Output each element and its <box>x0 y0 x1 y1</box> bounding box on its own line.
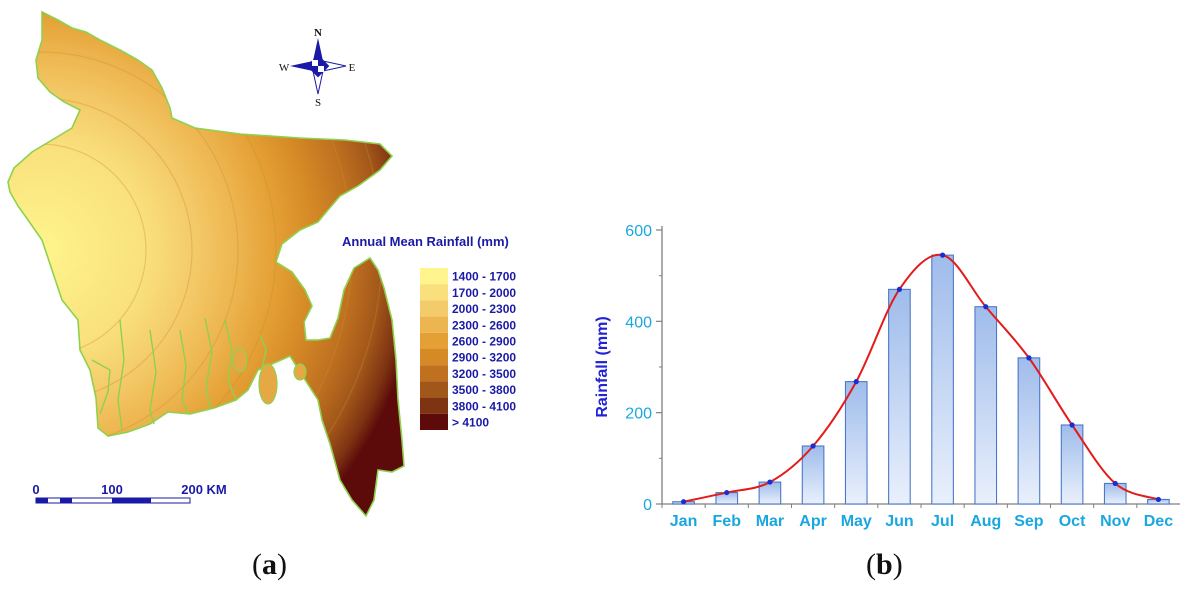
bar-sep <box>1017 357 1041 505</box>
data-point-apr <box>810 443 816 449</box>
y-tick-label: 600 <box>625 223 652 240</box>
land-fill <box>7 10 405 518</box>
legend-swatch <box>420 316 448 333</box>
bar-jul <box>931 254 954 505</box>
scale-bar-segment <box>112 498 151 503</box>
x-tick-label-jun: Jun <box>885 513 913 530</box>
compass-e-label: E <box>349 62 356 74</box>
compass-rose: N S E W <box>279 27 356 109</box>
compass-center-tile <box>312 60 318 66</box>
x-tick-label-aug: Aug <box>970 513 1001 530</box>
legend-label: 1400 - 1700 <box>452 270 516 284</box>
data-point-sep <box>1026 355 1032 361</box>
data-point-nov <box>1112 480 1118 487</box>
coastal-islands <box>232 347 307 405</box>
legend-swatch <box>420 381 448 398</box>
scale-bar-segment <box>60 498 72 503</box>
legend-swatch <box>420 300 448 317</box>
legend-title: Annual Mean Rainfall (mm) <box>342 234 509 249</box>
x-tick-label-nov: Nov <box>1100 513 1130 530</box>
panel-a-open: ( <box>252 548 262 581</box>
bar-jun <box>888 288 911 505</box>
legend-label: 2300 - 2600 <box>452 318 516 332</box>
rainfall-map: N S E W Annual Mean Rainfall (mm) 1400 -… <box>7 10 516 518</box>
x-tick-label-sep: Sep <box>1014 513 1044 530</box>
scale-bar-segment <box>36 498 48 503</box>
bar-may <box>844 381 868 505</box>
panel-a-letter: a <box>262 548 277 581</box>
panel-a-close: ) <box>277 548 287 581</box>
scale-label-100: 100 <box>101 482 123 497</box>
y-tick-label: 200 <box>625 406 652 423</box>
data-point-aug <box>983 304 989 310</box>
panel-b-letter: b <box>876 548 893 581</box>
legend-swatch <box>420 365 448 382</box>
legend-swatch <box>420 397 448 414</box>
compass-s-label: S <box>315 97 321 109</box>
compass-north-arrow <box>313 38 323 61</box>
legend-label: 3500 - 3800 <box>452 383 516 397</box>
legend-swatch <box>420 268 448 285</box>
data-point-mar <box>767 479 773 485</box>
legend-swatch <box>420 284 448 301</box>
panel-b-close: ) <box>892 548 903 581</box>
x-tick-label-apr: Apr <box>799 513 827 530</box>
bar-nov <box>1103 482 1127 505</box>
legend-swatch <box>420 413 448 430</box>
x-tick-label-feb: Feb <box>713 513 742 530</box>
data-point-jul <box>939 252 946 258</box>
x-tick-label-jul: Jul <box>931 513 954 530</box>
legend-label: 2000 - 2300 <box>452 302 516 316</box>
legend-rows: 1400 - 1700 1700 - 2000 2000 - 2300 2300 - … <box>420 268 516 430</box>
compass-center-tile <box>318 66 324 72</box>
legend-label: 3800 - 4100 <box>452 399 516 413</box>
y-tick-label: 0 <box>643 497 652 514</box>
chart-plot-area: 0 200 400 600 Rainfall (mm) Jan Feb Mar Apr May Ju… <box>594 223 1180 530</box>
legend-label: 1700 - 2000 <box>452 286 516 300</box>
legend-swatch <box>420 332 448 349</box>
scale-bar: 0 100 200 KM <box>32 482 227 504</box>
rainfall-curve <box>683 253 1159 503</box>
legend-label: 2600 - 2900 <box>452 335 516 349</box>
map-legend: Annual Mean Rainfall (mm) 1400 - 1700 170… <box>342 234 516 430</box>
x-tick-label-mar: Mar <box>756 513 784 530</box>
legend-label: > 4100 <box>452 416 489 430</box>
bangladesh-landmass <box>7 10 405 518</box>
y-tick-label: 400 <box>625 314 652 331</box>
legend-swatch <box>420 349 448 366</box>
rainfall-chart: 0 200 400 600 Rainfall (mm) Jan Feb Mar Apr May Ju… <box>594 223 1180 530</box>
x-tick-label-jan: Jan <box>670 513 698 530</box>
data-point-oct <box>1069 422 1075 428</box>
panel-b-open: ( <box>866 548 876 581</box>
compass-west-arrow <box>290 61 313 71</box>
compass-w-label: W <box>279 62 290 74</box>
legend-label: 2900 - 3200 <box>452 351 516 365</box>
data-point-may <box>853 379 859 385</box>
bar-aug <box>974 306 998 505</box>
data-point-jan <box>680 499 687 505</box>
y-axis-label: Rainfall (mm) <box>594 316 611 417</box>
data-point-dec <box>1155 496 1162 503</box>
x-tick-label-dec: Dec <box>1144 513 1173 530</box>
data-point-jun <box>896 286 903 292</box>
legend-label: 3200 - 3500 <box>452 367 516 381</box>
x-tick-label-may: May <box>841 513 872 530</box>
data-point-feb <box>724 489 730 496</box>
scale-label-0: 0 <box>32 482 39 497</box>
x-tick-label-oct: Oct <box>1059 513 1086 530</box>
compass-n-label: N <box>314 27 322 39</box>
panel-label-b: (b) <box>866 548 903 582</box>
scale-label-200: 200 KM <box>181 482 227 497</box>
panel-label-a: (a) <box>252 548 287 582</box>
delta-rivers <box>91 317 267 431</box>
